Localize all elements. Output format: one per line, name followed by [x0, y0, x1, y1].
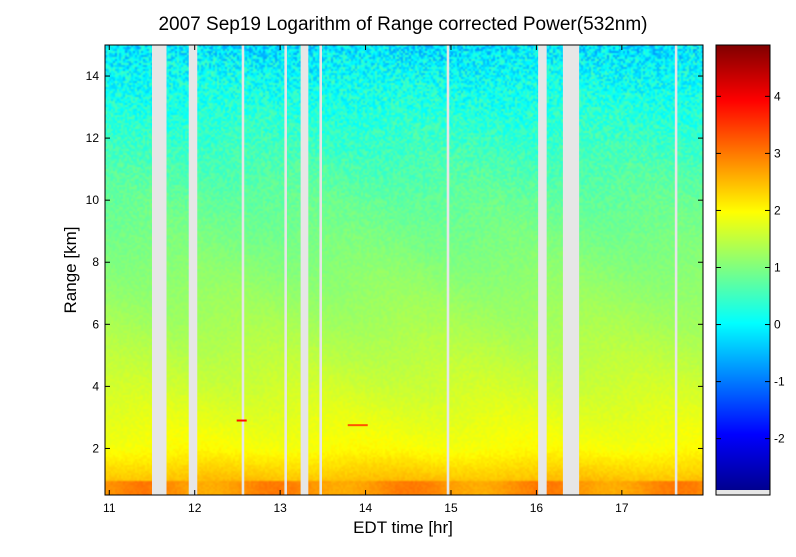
- y-tick-label: 4: [92, 379, 99, 393]
- y-tick-label: 12: [86, 131, 100, 145]
- x-tick-label: 15: [444, 501, 458, 515]
- plume-feature-1: [236, 419, 247, 422]
- x-tick-label: 13: [273, 501, 287, 515]
- x-axis-label: EDT time [hr]: [353, 518, 453, 537]
- data-gap-6: [319, 45, 322, 495]
- colorbar-tick-label: 1: [774, 261, 781, 275]
- colorbar-gradient: [716, 45, 770, 490]
- y-tick-label: 2: [92, 441, 99, 455]
- plume-feature-2: [347, 424, 368, 427]
- y-tick-label: 8: [92, 255, 99, 269]
- heatmap-image: [105, 45, 703, 495]
- data-gap-2: [188, 45, 198, 495]
- colorbar-tick-label: -1: [774, 375, 785, 389]
- colorbar-tick-label: -2: [774, 432, 785, 446]
- chart-title: 2007 Sep19 Logarithm of Range corrected …: [158, 14, 647, 35]
- data-gaps: [151, 45, 678, 495]
- colorbar-gap: [716, 490, 770, 495]
- x-tick-label: 12: [188, 501, 202, 515]
- plot-frame: [104, 44, 704, 496]
- x-tick-label: 16: [530, 501, 544, 515]
- colorbar-tick-label: 0: [774, 318, 781, 332]
- y-tick-label: 6: [92, 317, 99, 331]
- x-tick-label: 14: [359, 501, 373, 515]
- y-tick-label: 14: [86, 69, 100, 83]
- y-axis: 2 4 6 8 10 12 14: [86, 69, 703, 455]
- colorbar: -2 -1 0 1 2 3 4: [715, 44, 785, 496]
- colorbar-tick-label: 4: [774, 89, 781, 103]
- colorbar-tick-label: 2: [774, 203, 781, 217]
- x-tick-label: 11: [103, 501, 116, 515]
- y-axis-label: Range [km]: [61, 227, 80, 314]
- plot-area: 11 12 13 14 15 16 17 2 4 6 8 10 12 14: [86, 44, 704, 515]
- data-gap-1: [151, 45, 167, 495]
- data-gap-3: [241, 45, 245, 495]
- x-axis: 11 12 13 14 15 16 17: [103, 45, 629, 515]
- data-gap-9: [562, 45, 580, 495]
- y-tick-label: 10: [86, 193, 100, 207]
- data-gap-8: [538, 45, 547, 495]
- x-tick-label: 17: [615, 501, 629, 515]
- colorbar-tick-label: 3: [774, 146, 781, 160]
- data-gap-7: [446, 45, 450, 495]
- plume-features: [236, 419, 368, 427]
- data-gap-5: [300, 45, 309, 495]
- data-gap-4: [284, 45, 287, 495]
- data-gap-10: [674, 45, 678, 495]
- colorbar-frame: [715, 44, 771, 496]
- colorbar-ticks: -2 -1 0 1 2 3 4: [716, 89, 785, 446]
